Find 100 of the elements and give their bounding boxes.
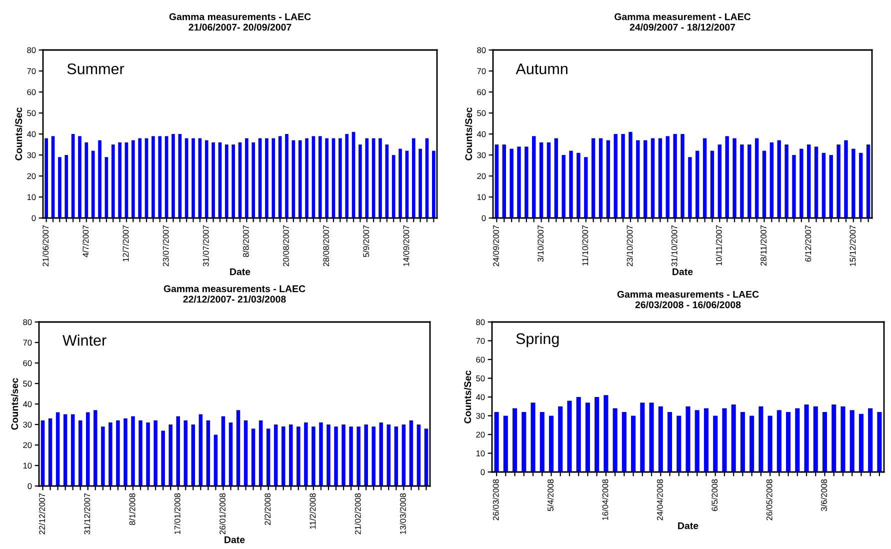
y-tick-label: 50: [27, 110, 36, 116]
bar: [412, 138, 416, 218]
bar: [606, 140, 610, 218]
bar: [776, 410, 782, 472]
x-tick-label: 23/07/2007: [162, 225, 169, 266]
bar: [326, 424, 330, 486]
annotation: Summer: [67, 63, 124, 74]
x-tick-label: 31/12/2007: [84, 493, 90, 534]
bar: [800, 148, 804, 218]
y-tick-label: 70: [477, 68, 486, 74]
bar: [252, 142, 256, 218]
x-tick-label: 31/07/2007: [202, 225, 209, 266]
bar: [204, 140, 208, 218]
bar: [274, 424, 278, 486]
bar: [416, 424, 421, 486]
bar: [598, 138, 603, 218]
y-tick-label: 70: [27, 68, 36, 74]
bar: [539, 142, 544, 218]
x-tick-label: 22/12/2007: [38, 493, 45, 534]
y-tick-label: 60: [477, 89, 486, 96]
bar: [318, 136, 322, 218]
x-tick-label: 4/7/2007: [82, 225, 89, 258]
bar: [184, 420, 188, 486]
bar: [91, 150, 95, 218]
x-tick-label: 24/04/2008: [656, 479, 663, 520]
bar: [858, 152, 863, 218]
bar: [131, 416, 135, 486]
bar: [604, 395, 608, 472]
bar: [704, 408, 709, 472]
y-tick-label: 30: [477, 152, 486, 158]
x-tick-label: 12/7/2007: [122, 225, 129, 262]
bar: [56, 412, 60, 486]
bar: [650, 138, 655, 218]
bar: [70, 414, 75, 486]
chart-subtitle: 22/12/2007- 21/03/2008: [183, 296, 286, 303]
bar: [398, 148, 402, 218]
x-tick-label: 8/1/2008: [129, 493, 136, 526]
bar: [777, 140, 781, 218]
bar: [748, 144, 752, 218]
bar: [138, 420, 142, 486]
x-tick-label: 28/08/2007: [322, 225, 330, 266]
bar: [108, 422, 112, 486]
x-tick-label: 6/5/2008: [711, 479, 718, 511]
y-tick-label: 30: [23, 422, 32, 428]
annotation: Winter: [62, 334, 106, 346]
y-tick-label: 0: [28, 483, 32, 490]
bar: [84, 142, 88, 218]
chart-title: Gamma measurements - LAEC: [617, 290, 759, 298]
bar: [312, 426, 316, 486]
bar: [576, 152, 580, 218]
y-tick-label: 0: [482, 215, 486, 222]
x-tick-label: 17/01/2008: [174, 493, 180, 534]
bar: [688, 157, 692, 218]
bar: [612, 408, 618, 472]
bar: [325, 138, 328, 218]
bar: [402, 424, 406, 486]
annotation: Autumn: [516, 64, 568, 74]
bar: [48, 418, 52, 486]
bar: [319, 422, 323, 486]
bar: [710, 150, 714, 218]
bar: [172, 134, 175, 218]
x-tick-label: 31/10/2007: [671, 225, 678, 266]
bar: [58, 157, 62, 218]
bar: [494, 144, 499, 218]
bar: [394, 426, 398, 486]
chart-subtitle: 26/03/2008 - 16/06/2008: [635, 301, 741, 308]
bar: [718, 144, 722, 218]
bar: [512, 408, 518, 472]
bar: [866, 144, 870, 218]
x-tick-label: 3/6/2008: [820, 479, 827, 512]
bar: [850, 410, 854, 472]
y-tick-label: 0: [480, 469, 485, 476]
bar: [305, 138, 308, 218]
bar: [591, 138, 596, 218]
bar: [503, 416, 508, 472]
bar: [272, 138, 276, 218]
x-axis-title: Date: [678, 522, 698, 530]
bar: [643, 140, 648, 218]
bar: [852, 148, 856, 218]
y-axis-title: Counts/Sec: [464, 370, 472, 424]
bar: [569, 150, 573, 218]
bar: [385, 144, 389, 218]
x-tick-label: 26/03/2008: [492, 479, 499, 520]
bar: [168, 424, 172, 486]
bar: [178, 134, 182, 218]
bar: [146, 422, 150, 486]
bar: [98, 140, 102, 218]
y-tick-label: 50: [477, 110, 486, 116]
bar: [232, 144, 235, 218]
y-tick-label: 10: [23, 462, 32, 469]
bar: [622, 412, 626, 472]
x-tick-label: 16/04/2008: [602, 479, 608, 520]
bar: [44, 138, 48, 218]
bar: [546, 142, 551, 218]
bar: [138, 138, 142, 218]
y-tick-label: 20: [23, 442, 32, 448]
x-tick-label: 23/10/2007: [626, 225, 633, 266]
bar: [386, 424, 391, 486]
bar: [562, 155, 566, 218]
chart-title: Gamma measurement - LAEC: [614, 13, 751, 20]
